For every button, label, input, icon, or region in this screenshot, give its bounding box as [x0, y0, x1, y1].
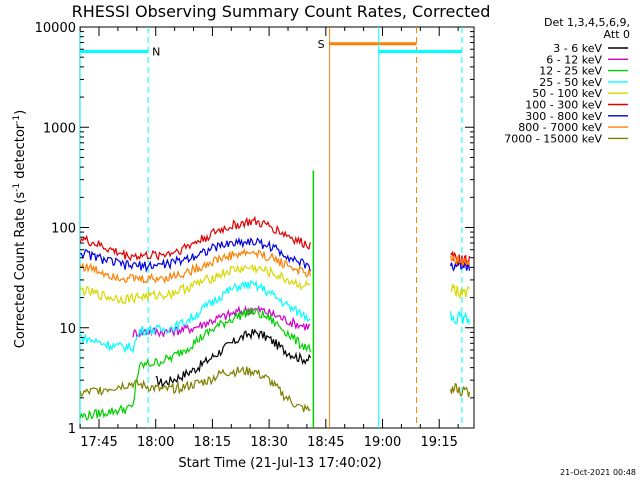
- y-tick-label: 1: [68, 422, 76, 437]
- series-line: [79, 263, 311, 305]
- series-line: [79, 365, 311, 413]
- y-axis-label-mid: detector: [13, 123, 28, 183]
- x-tick-label: 17:45: [80, 435, 117, 450]
- legend-label: 7000 - 15000 keV: [504, 132, 602, 145]
- x-tick-label: 19:00: [364, 435, 401, 450]
- x-tick-label: 18:30: [250, 435, 287, 450]
- legend-label: 3 - 6 keV: [553, 42, 602, 55]
- observing-annotations: NS: [79, 27, 463, 428]
- legend-label: 100 - 300 keV: [525, 99, 602, 112]
- series-line: [79, 247, 311, 285]
- y-tick-label: 100: [51, 222, 76, 237]
- y-tick-label: 10000: [35, 21, 76, 36]
- y-tick-label: 1000: [43, 121, 76, 136]
- series-line: [155, 328, 312, 388]
- post-gap-line: [450, 284, 470, 300]
- y-axis-label-base: Corrected Count Rate (s: [13, 192, 28, 349]
- post-gap-line: [450, 260, 471, 272]
- flag-label: N: [152, 45, 160, 58]
- series-line: [79, 307, 311, 422]
- post-gap-line: [450, 310, 471, 325]
- x-tick-label: 19:15: [420, 435, 457, 450]
- axes: 1 10 100 1000 10000 17:45 18:00 18:15 18:30 18:45…: [35, 21, 474, 450]
- series-line: [79, 236, 311, 273]
- y-axis-label-sup2: -1: [12, 115, 22, 124]
- legend-header: Det 1,3,4,5,6,9,: [544, 16, 630, 29]
- legend-label: 6 - 12 keV: [546, 53, 602, 66]
- x-tick-label: 18:45: [307, 435, 344, 450]
- flag-label: S: [318, 38, 325, 51]
- y-axis-label-end: ): [13, 110, 28, 115]
- x-tick-label: 18:15: [194, 435, 231, 450]
- legend-header: Att 0: [604, 28, 630, 41]
- series-line: [79, 215, 311, 262]
- footer-timestamp: 21-Oct-2021 00:48: [560, 468, 636, 477]
- post-gap-line: [450, 382, 471, 398]
- legend-label: 300 - 800 keV: [525, 110, 602, 123]
- series-lines: [79, 170, 471, 428]
- legend-label: 25 - 50 keV: [539, 76, 602, 89]
- series-line: [132, 304, 311, 339]
- x-tick-label: 18:00: [137, 435, 174, 450]
- legend-label: 50 - 100 keV: [532, 87, 602, 100]
- y-axis-label-sup1: -1: [12, 183, 22, 192]
- legend-label: 12 - 25 keV: [539, 65, 602, 78]
- y-tick-label: 10: [59, 322, 76, 337]
- x-axis-label: Start Time (21-Jul-13 17:40:02): [178, 456, 381, 471]
- chart-title: RHESSI Observing Summary Count Rates, Co…: [72, 2, 491, 21]
- legend-label: 800 - 7000 keV: [518, 121, 602, 134]
- y-axis-label: Corrected Count Rate (s-1 detector-1): [12, 110, 28, 348]
- series-line: [80, 279, 311, 354]
- post-gap-line: [450, 255, 471, 266]
